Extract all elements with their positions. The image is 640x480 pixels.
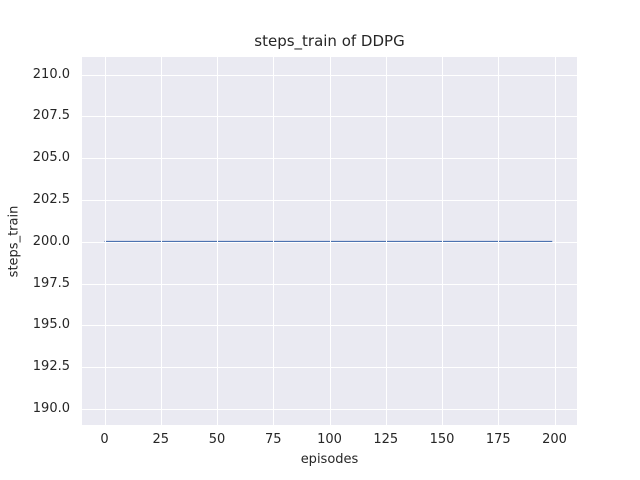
gridline-vertical [273,57,275,425]
x-tick-label: 125 [373,432,399,447]
y-tick-label: 195.0 [32,317,70,333]
y-tick-label: 200.0 [32,233,70,249]
gridline-horizontal [82,367,577,369]
x-tick-label: 200 [542,432,567,447]
x-tick-label: 50 [208,432,226,447]
gridline-horizontal [82,74,577,76]
y-tick-label: 210.0 [32,66,70,82]
x-tick-label: 0 [100,432,109,447]
x-tick-label: 75 [264,432,282,447]
y-tick-label: 205.0 [32,150,70,166]
y-tick-label: 197.5 [32,275,70,291]
y-tick-label: 202.5 [32,192,70,208]
gridline-horizontal [82,116,577,118]
gridline-horizontal [82,325,577,327]
gridline-vertical [329,57,331,425]
y-tick-label: 192.5 [32,359,70,375]
gridline-vertical [554,57,556,425]
y-tick-labels: 190.0 192.5 195.0 197.5 200.0 202.5 205.0 207.5… [0,57,70,425]
gridline-vertical [498,57,500,425]
x-tick-label: 150 [429,432,455,447]
x-tick-label: 25 [152,432,170,447]
x-tick-label: 175 [485,432,511,447]
gridline-horizontal [82,241,577,243]
gridline-horizontal [82,283,577,285]
x-axis-label: episodes [300,452,359,467]
gridline-horizontal [82,409,577,411]
gridline-vertical [442,57,443,425]
plot-area [82,57,577,425]
chart-title: steps_train of DDPG [254,32,405,50]
gridline-vertical [217,57,218,425]
gridline-vertical [160,57,162,425]
gridline-vertical [104,57,106,425]
gridline-vertical [385,57,387,425]
y-tick-label: 190.0 [32,401,70,417]
gridline-horizontal [82,158,577,160]
x-tick-label: 100 [317,432,342,447]
y-tick-label: 207.5 [32,108,70,124]
gridline-horizontal [82,200,577,202]
x-tick-labels: 0 25 50 75 100 125 150 175 200 [82,432,577,448]
